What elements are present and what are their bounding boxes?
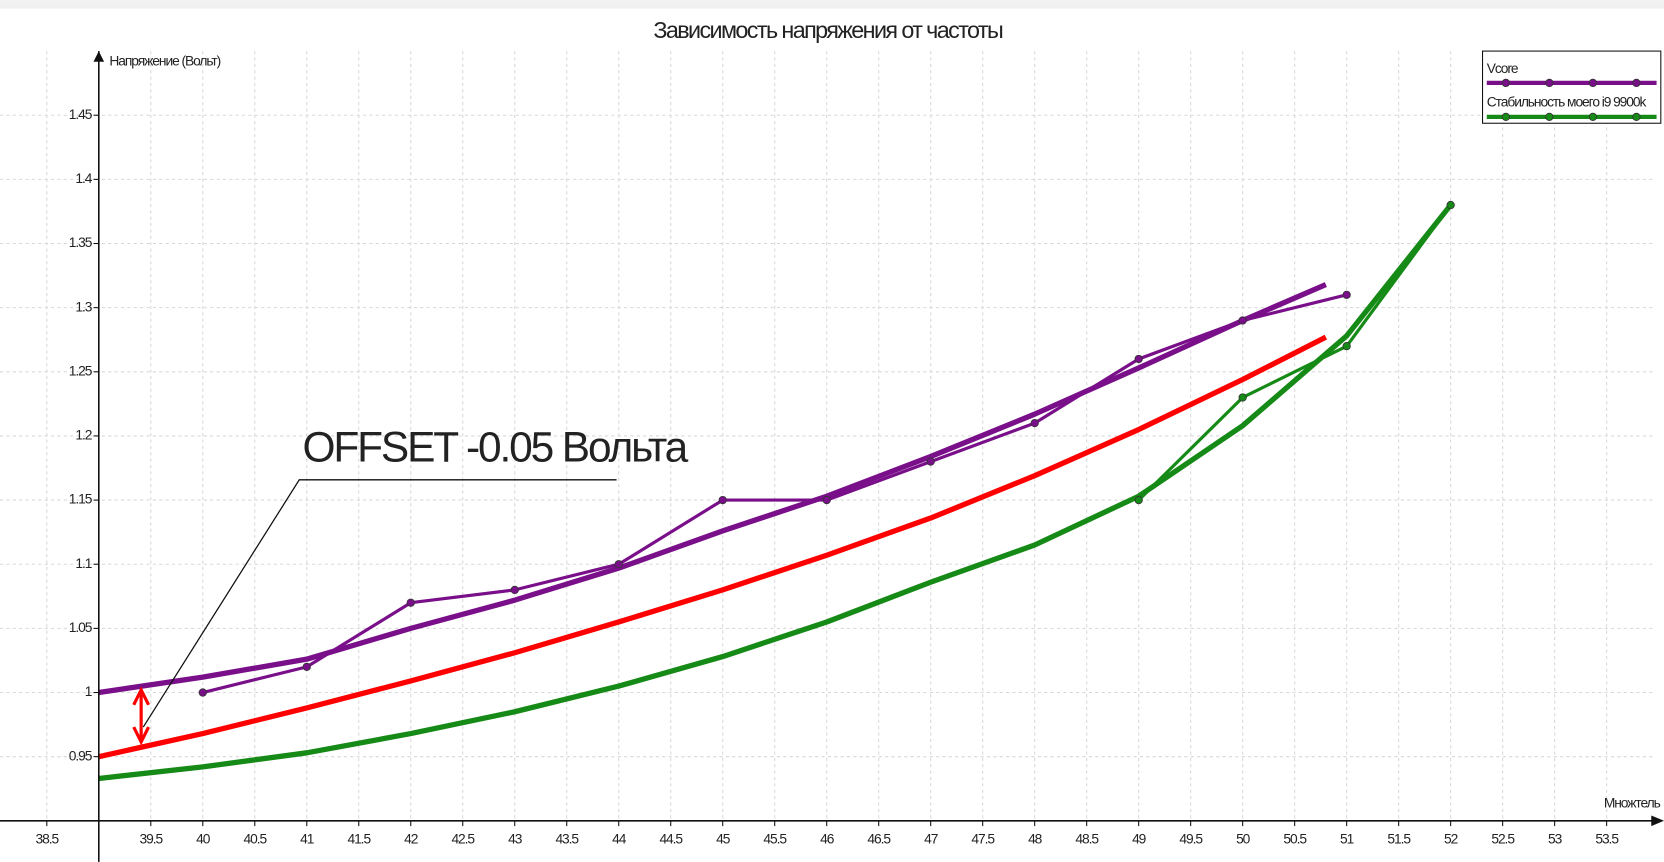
x-tick-label: 39.5 xyxy=(139,832,163,847)
y-tick-label: 1.35 xyxy=(69,235,93,250)
offset-arrow xyxy=(132,686,150,746)
data-point xyxy=(822,495,831,505)
legend-box xyxy=(1482,50,1662,124)
x-tick-label: 46 xyxy=(820,832,835,847)
data-point xyxy=(1342,342,1351,351)
data-point xyxy=(718,495,727,505)
y-tick-label: 0.95 xyxy=(69,748,93,763)
y-tick-label: 1.3 xyxy=(75,299,92,314)
legend-dot xyxy=(1632,78,1641,88)
data-point xyxy=(302,662,311,671)
x-tick-label: 40 xyxy=(196,832,211,847)
x-tick-label: 41 xyxy=(300,832,314,847)
series-line xyxy=(202,293,1348,695)
y-tick-label: 1.1 xyxy=(75,556,91,571)
legend-label: Стабильность моего i9 9900k xyxy=(1487,95,1647,110)
legend-label: Vcore xyxy=(1487,61,1519,76)
x-tick-label: 47.5 xyxy=(971,832,995,847)
trendline xyxy=(98,334,1328,760)
data-point xyxy=(510,585,519,595)
x-tick-label: 43.5 xyxy=(555,832,579,847)
x-tick-label: 46.5 xyxy=(867,832,891,847)
x-tick-label: 53.5 xyxy=(1595,832,1619,847)
x-tick-label: 45.5 xyxy=(763,832,787,847)
annotation: OFFSET -0.05 Вольта xyxy=(302,423,688,470)
legend-dot xyxy=(1588,112,1598,122)
x-tick-label: 53 xyxy=(1548,832,1563,847)
y-tick-label: 1.4 xyxy=(75,171,92,186)
legend-dot xyxy=(1545,112,1554,122)
x-axis-label: Множтель xyxy=(1604,795,1661,810)
data-point xyxy=(926,457,935,466)
y-tick-label: 1.15 xyxy=(69,492,93,507)
x-tick-label: 51 xyxy=(1340,832,1354,847)
x-axis-arrow xyxy=(1651,815,1664,827)
data-point xyxy=(1030,418,1039,428)
legend-dot xyxy=(1545,78,1554,88)
y-tick-label: 1.45 xyxy=(69,107,93,122)
annotation-leader xyxy=(142,479,617,728)
top-strip xyxy=(0,0,1664,9)
grid xyxy=(0,51,1656,827)
x-tick-label: 52 xyxy=(1444,832,1458,847)
series-line xyxy=(1137,204,1452,502)
x-tick-label: 44 xyxy=(612,832,627,847)
data-point xyxy=(1238,393,1247,402)
x-tick-label: 43 xyxy=(508,832,523,847)
x-tick-label: 47 xyxy=(924,832,938,847)
data-point xyxy=(1238,316,1247,325)
x-tick-label: 41.5 xyxy=(347,832,371,847)
y-tick-label: 1.25 xyxy=(69,363,93,378)
y-axis-label: Напряжение (Вольт) xyxy=(109,53,220,68)
y-axis-arrow xyxy=(93,51,105,62)
data-point xyxy=(1342,290,1351,299)
y-tick-label: 1.2 xyxy=(75,428,91,443)
legend-dot xyxy=(1501,112,1511,122)
x-tick-label: 44.5 xyxy=(659,832,683,847)
legend-dot xyxy=(1501,78,1511,88)
data-point xyxy=(406,598,415,607)
x-tick-label: 51.5 xyxy=(1387,832,1411,847)
x-tick-label: 50.5 xyxy=(1283,832,1307,847)
y-tick-label: 1.05 xyxy=(69,620,93,635)
x-tick-label: 50 xyxy=(1236,832,1251,847)
x-tick-label: 42.5 xyxy=(451,832,475,847)
data-point xyxy=(198,688,207,697)
trendline xyxy=(98,282,1327,696)
chart-title: Зависимость напряжения от частоты xyxy=(653,17,1003,43)
legend-dot xyxy=(1588,78,1598,88)
x-tick-label: 52.5 xyxy=(1491,832,1515,847)
data-point xyxy=(1446,200,1455,210)
trendline xyxy=(98,203,1453,782)
data-point xyxy=(614,560,623,569)
data-point xyxy=(1134,495,1143,505)
legend-dot xyxy=(1632,112,1641,122)
plot xyxy=(98,200,1455,782)
x-tick-label: 42 xyxy=(404,832,418,847)
x-tick-label: 45 xyxy=(716,832,731,847)
x-tick-label: 49 xyxy=(1132,832,1147,847)
x-tick-label: 48 xyxy=(1028,832,1043,847)
x-tick-label: 49.5 xyxy=(1179,832,1203,847)
y-tick-label: 1 xyxy=(85,684,92,699)
legend: Vcore Стабильность моего i9 9900k xyxy=(1482,50,1662,124)
x-tick-label: 48.5 xyxy=(1075,832,1099,847)
x-tick-label: 40.5 xyxy=(243,832,267,847)
x-tick-label: 38.5 xyxy=(36,832,60,847)
data-point xyxy=(1134,354,1143,364)
